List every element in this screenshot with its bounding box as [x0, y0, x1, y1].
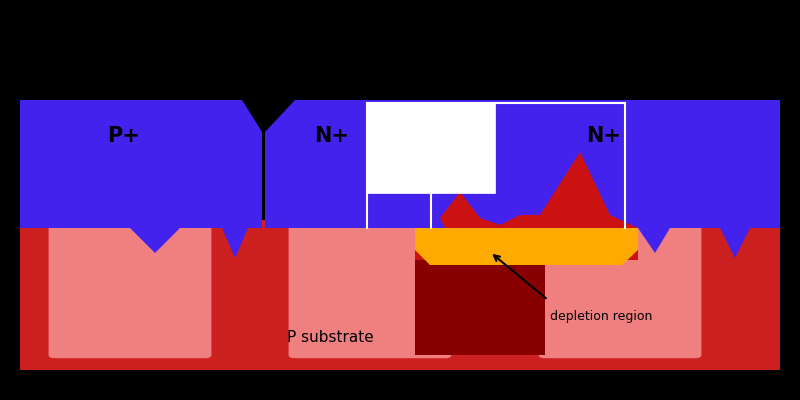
Text: P+: P+: [107, 126, 141, 146]
Polygon shape: [20, 100, 262, 258]
Polygon shape: [415, 228, 638, 265]
FancyBboxPatch shape: [49, 225, 211, 358]
Text: depletion region: depletion region: [550, 310, 652, 323]
Bar: [367, 103, 495, 193]
Polygon shape: [415, 228, 638, 260]
FancyBboxPatch shape: [538, 225, 702, 358]
Polygon shape: [20, 220, 780, 370]
Text: N+: N+: [314, 126, 350, 146]
Polygon shape: [415, 228, 545, 355]
Text: P substrate: P substrate: [286, 330, 374, 346]
Text: N+: N+: [586, 126, 622, 146]
FancyBboxPatch shape: [289, 225, 451, 358]
Polygon shape: [265, 100, 780, 258]
Polygon shape: [415, 152, 638, 260]
